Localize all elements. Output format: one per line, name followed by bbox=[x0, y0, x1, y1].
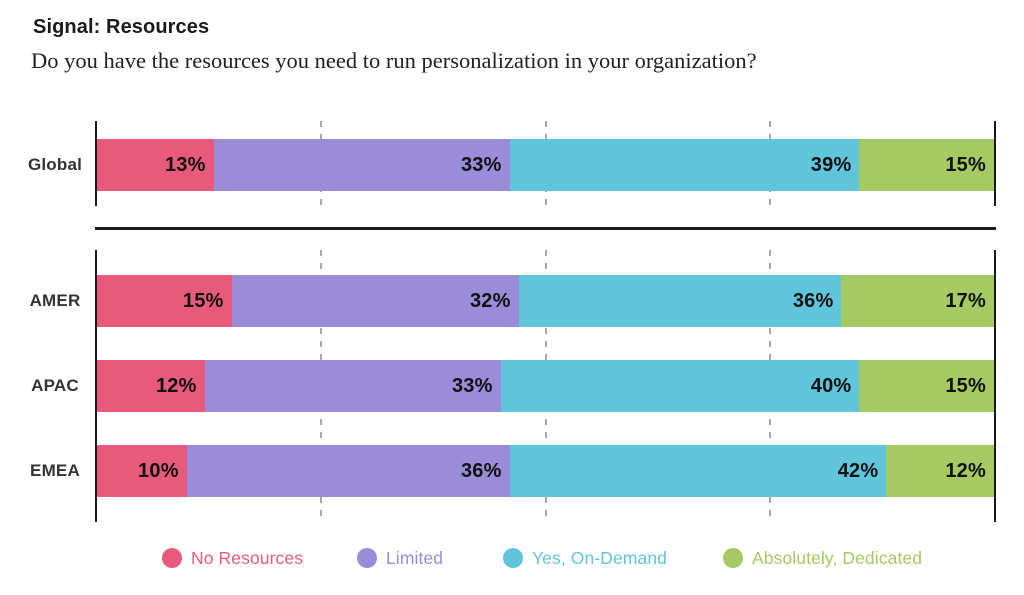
legend-label: Yes, On-Demand bbox=[532, 547, 667, 568]
bar-row-apac: 12% 33% 40% 15% bbox=[97, 360, 994, 412]
segment-no-resources: 12% bbox=[97, 360, 205, 412]
bar-row-emea: 10% 36% 42% 12% bbox=[97, 445, 994, 497]
legend-item-absolutely-dedicated: Absolutely, Dedicated bbox=[723, 545, 922, 571]
legend-label: Absolutely, Dedicated bbox=[752, 547, 923, 568]
bar-row-global: 13% 33% 39% 15% bbox=[97, 139, 994, 191]
segment-absolutely-dedicated: 15% bbox=[859, 360, 994, 412]
segment-value-label: 32% bbox=[469, 289, 511, 312]
legend-swatch-icon bbox=[503, 548, 523, 568]
segment-absolutely-dedicated: 17% bbox=[841, 275, 994, 327]
segment-value-label: 17% bbox=[945, 289, 986, 312]
legend-label: No Resources bbox=[191, 547, 304, 568]
segment-limited: 33% bbox=[204, 360, 501, 412]
segment-value-label: 36% bbox=[792, 289, 834, 312]
segment-value-label: 42% bbox=[837, 459, 879, 482]
segment-value-label: 36% bbox=[460, 459, 502, 482]
legend-swatch-icon bbox=[162, 548, 182, 568]
segment-limited: 33% bbox=[213, 139, 510, 191]
segment-value-label: 39% bbox=[810, 153, 852, 176]
legend-swatch-icon bbox=[723, 548, 743, 568]
group-separator bbox=[95, 227, 996, 230]
row-label-apac: APAC bbox=[31, 376, 79, 395]
row-label-amer: AMER bbox=[29, 291, 81, 310]
axis-line-right bbox=[994, 250, 996, 522]
segment-yes-on-demand: 40% bbox=[500, 360, 860, 412]
segment-absolutely-dedicated: 12% bbox=[886, 445, 994, 497]
segment-value-label: 33% bbox=[451, 374, 493, 397]
segment-value-label: 15% bbox=[945, 153, 986, 176]
segment-yes-on-demand: 42% bbox=[509, 445, 887, 497]
segment-value-label: 13% bbox=[164, 153, 206, 176]
segment-value-label: 33% bbox=[460, 153, 502, 176]
legend-item-yes-on-demand: Yes, On-Demand bbox=[503, 545, 667, 571]
bar-row-amer: 15% 32% 36% 17% bbox=[97, 275, 994, 327]
plot-group-1: 13% 33% 39% 15% bbox=[95, 121, 996, 206]
chart-legend: No Resources Limited Yes, On-Demand Absolut… bbox=[0, 545, 1024, 571]
row-label-emea: EMEA bbox=[30, 461, 80, 480]
segment-absolutely-dedicated: 15% bbox=[859, 139, 994, 191]
segment-value-label: 12% bbox=[155, 374, 197, 397]
axis-line-left bbox=[95, 250, 97, 522]
row-label-global: Global bbox=[27, 155, 83, 174]
legend-label: Limited bbox=[386, 547, 444, 568]
segment-value-label: 15% bbox=[182, 289, 224, 312]
axis-line-right bbox=[994, 121, 996, 206]
segment-limited: 32% bbox=[231, 275, 519, 327]
segment-no-resources: 15% bbox=[97, 275, 232, 327]
segment-value-label: 12% bbox=[945, 459, 986, 482]
legend-swatch-icon bbox=[357, 548, 377, 568]
segment-yes-on-demand: 39% bbox=[509, 139, 860, 191]
segment-no-resources: 13% bbox=[97, 139, 214, 191]
segment-value-label: 40% bbox=[810, 374, 852, 397]
chart-title: Signal: Resources bbox=[33, 16, 210, 38]
legend-item-limited: Limited bbox=[357, 545, 443, 571]
legend-item-no-resources: No Resources bbox=[162, 545, 303, 571]
segment-limited: 36% bbox=[186, 445, 510, 497]
axis-line-left bbox=[95, 121, 97, 206]
segment-no-resources: 10% bbox=[97, 445, 187, 497]
plot-group-2: 15% 32% 36% 17% 12% 33% 40% 15% 10% 36% 42% 12% bbox=[95, 250, 996, 522]
segment-yes-on-demand: 36% bbox=[518, 275, 842, 327]
chart-question: Do you have the resources you need to ru… bbox=[31, 48, 757, 73]
segment-value-label: 10% bbox=[138, 459, 179, 482]
segment-value-label: 15% bbox=[945, 374, 986, 397]
